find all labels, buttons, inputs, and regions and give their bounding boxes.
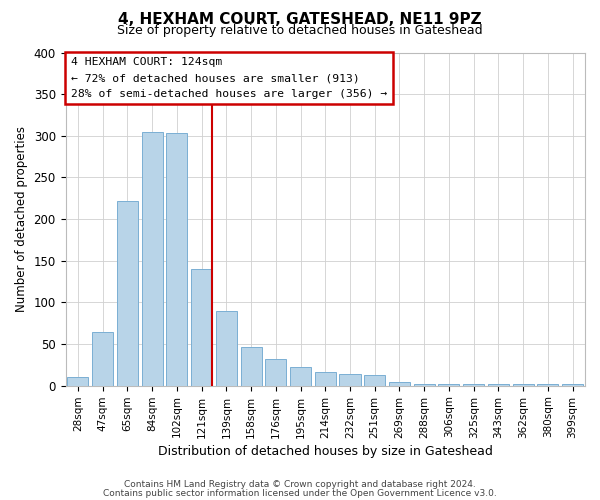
Bar bbox=[290, 366, 311, 386]
Bar bbox=[67, 378, 88, 386]
Bar bbox=[439, 384, 460, 386]
Bar bbox=[166, 134, 187, 386]
Bar bbox=[191, 269, 212, 386]
Bar bbox=[142, 132, 163, 386]
Bar bbox=[340, 374, 361, 386]
Text: Size of property relative to detached houses in Gateshead: Size of property relative to detached ho… bbox=[117, 24, 483, 37]
Bar bbox=[512, 384, 533, 386]
Bar bbox=[265, 359, 286, 386]
X-axis label: Distribution of detached houses by size in Gateshead: Distribution of detached houses by size … bbox=[158, 444, 493, 458]
Text: Contains public sector information licensed under the Open Government Licence v3: Contains public sector information licen… bbox=[103, 489, 497, 498]
Bar bbox=[538, 384, 559, 386]
Bar bbox=[241, 346, 262, 386]
Bar bbox=[216, 310, 237, 386]
Bar bbox=[364, 375, 385, 386]
Bar bbox=[463, 384, 484, 386]
Text: Contains HM Land Registry data © Crown copyright and database right 2024.: Contains HM Land Registry data © Crown c… bbox=[124, 480, 476, 489]
Y-axis label: Number of detached properties: Number of detached properties bbox=[15, 126, 28, 312]
Text: 4 HEXHAM COURT: 124sqm
← 72% of detached houses are smaller (913)
28% of semi-de: 4 HEXHAM COURT: 124sqm ← 72% of detached… bbox=[71, 58, 387, 98]
Bar bbox=[488, 384, 509, 386]
Bar bbox=[117, 201, 138, 386]
Bar bbox=[562, 384, 583, 386]
Bar bbox=[92, 332, 113, 386]
Bar bbox=[413, 384, 435, 386]
Bar bbox=[315, 372, 336, 386]
Text: 4, HEXHAM COURT, GATESHEAD, NE11 9PZ: 4, HEXHAM COURT, GATESHEAD, NE11 9PZ bbox=[118, 12, 482, 28]
Bar bbox=[389, 382, 410, 386]
